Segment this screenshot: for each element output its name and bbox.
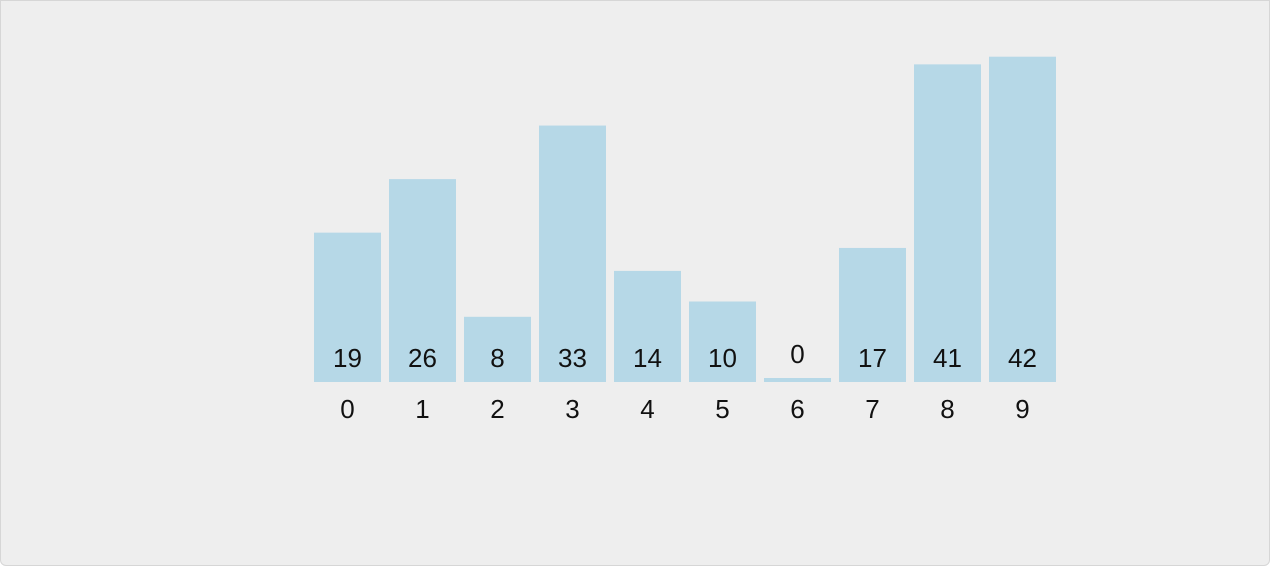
- index-label: 0: [340, 394, 354, 424]
- value-label: 26: [408, 343, 437, 373]
- value-label: 41: [933, 343, 962, 373]
- value-label: 17: [858, 343, 887, 373]
- value-label: 19: [333, 343, 362, 373]
- bar: [614, 270, 681, 382]
- value-label: 10: [708, 343, 737, 373]
- bar: [989, 56, 1056, 382]
- bar: [914, 64, 981, 382]
- value-label: 0: [790, 339, 804, 369]
- bar: [839, 247, 906, 382]
- index-label: 8: [940, 394, 954, 424]
- bar: [689, 301, 756, 382]
- index-label: 4: [640, 394, 654, 424]
- index-label: 1: [415, 394, 429, 424]
- index-label: 5: [715, 394, 729, 424]
- index-label: 2: [490, 394, 504, 424]
- bar: [764, 378, 831, 382]
- value-label: 42: [1008, 343, 1037, 373]
- index-label: 6: [790, 394, 804, 424]
- value-label: 33: [558, 343, 587, 373]
- value-label: 14: [633, 343, 662, 373]
- bar: [539, 125, 606, 383]
- bar: [389, 179, 456, 382]
- value-label: 8: [490, 343, 504, 373]
- index-label: 9: [1015, 394, 1029, 424]
- bar: [314, 232, 381, 382]
- index-label: 3: [565, 394, 579, 424]
- bar: [464, 316, 531, 382]
- index-label: 7: [865, 394, 879, 424]
